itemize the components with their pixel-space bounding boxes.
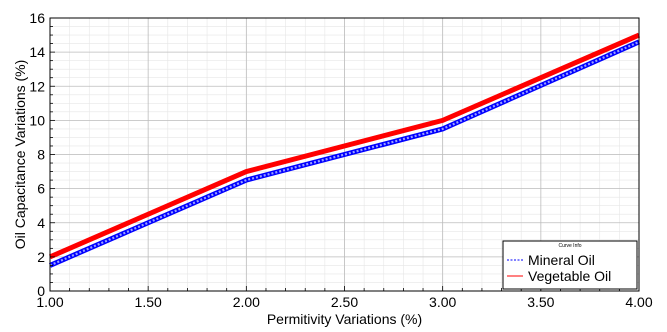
x-tick-label: 2.00 [233,294,260,310]
x-axis-label: Permitivity Variations (%) [267,311,422,327]
y-tick-label: 8 [37,147,45,163]
y-axis-label: Oil Capacitance Variations (%) [12,60,28,250]
x-tick-label: 3.00 [429,294,456,310]
legend-title: Curve Info [558,243,581,249]
y-tick-label: 16 [29,10,45,26]
y-tick-label: 14 [29,44,45,60]
x-tick-label: 3.50 [527,294,554,310]
y-tick-label: 12 [29,78,45,94]
y-tick-label: 4 [37,215,45,231]
x-tick-label: 2.50 [331,294,358,310]
legend-label-0: Mineral Oil [528,252,595,268]
y-tick-label: 2 [37,249,45,265]
y-tick-label: 0 [37,283,45,299]
y-tick-label: 6 [37,181,45,197]
y-tick-label: 10 [29,112,45,128]
x-tick-label: 4.00 [625,294,652,310]
x-tick-label: 1.50 [135,294,162,310]
legend-label-1: Vegetable Oil [528,268,611,284]
